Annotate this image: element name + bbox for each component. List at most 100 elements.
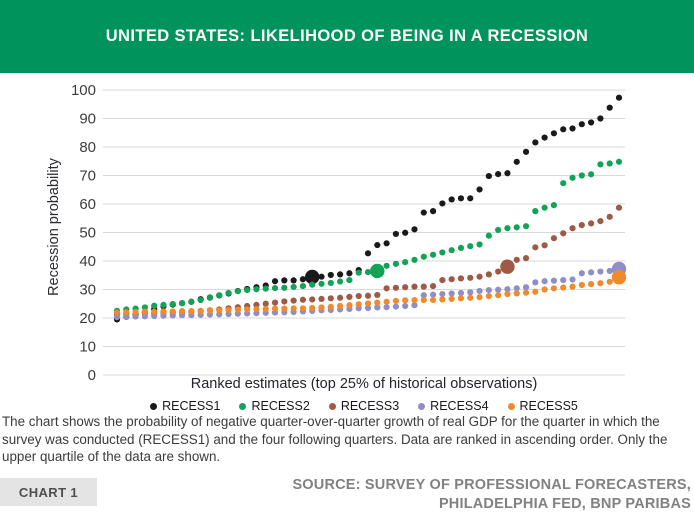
y-tick-label: 50 <box>79 225 96 242</box>
data-point-recess2 <box>532 208 539 215</box>
data-point-recess3 <box>467 274 474 281</box>
data-point-recess2 <box>383 262 390 269</box>
data-point-recess2 <box>392 260 399 267</box>
data-point-recess3 <box>569 225 576 232</box>
data-point-recess2 <box>495 226 502 234</box>
data-point-recess3 <box>271 299 279 306</box>
data-point-recess5 <box>253 306 260 313</box>
data-point-recess3 <box>411 283 418 290</box>
data-point-recess1 <box>485 172 492 180</box>
data-point-recess1 <box>281 277 288 284</box>
data-point-recess5 <box>281 305 288 312</box>
data-point-recess2 <box>299 282 307 290</box>
data-point-recess5 <box>271 305 279 312</box>
data-point-recess3 <box>337 294 344 301</box>
legend-marker-icon <box>328 402 336 410</box>
data-point-recess4 <box>457 289 465 297</box>
data-point-recess5 <box>504 290 511 298</box>
data-point-recess5 <box>290 305 297 312</box>
data-point-recess4 <box>606 267 613 275</box>
data-point-recess2 <box>439 249 446 256</box>
data-point-recess5 <box>318 304 325 311</box>
data-point-recess2 <box>346 276 353 284</box>
data-point-recess3 <box>262 300 269 307</box>
legend-item-recess3: RECESS3 <box>328 399 400 413</box>
data-point-recess4 <box>132 313 139 320</box>
data-point-recess3 <box>588 220 595 227</box>
data-point-recess5 <box>569 283 576 290</box>
data-point-recess1 <box>448 196 455 203</box>
data-point-recess4 <box>597 268 604 275</box>
data-point-recess4 <box>141 313 148 320</box>
legend-label: RECESS4 <box>430 399 489 413</box>
data-point-recess5 <box>541 286 548 293</box>
data-point-recess1 <box>476 186 483 193</box>
data-point-recess3 <box>383 285 390 292</box>
data-point-recess5 <box>420 296 427 304</box>
data-point-recess5 <box>448 295 455 303</box>
data-point-recess3 <box>578 221 585 229</box>
data-point-recess3 <box>448 276 455 283</box>
legend-marker-icon <box>507 402 515 410</box>
data-point-recess1 <box>522 148 530 155</box>
data-point-recess1 <box>606 104 613 111</box>
data-point-recess1 <box>439 200 446 207</box>
data-point-recess1 <box>513 158 520 165</box>
highlight-point-recess3 <box>500 259 515 274</box>
data-point-recess2 <box>197 296 204 304</box>
legend-label: RECESS2 <box>251 399 310 413</box>
data-point-recess4 <box>569 276 576 283</box>
y-tick-label: 60 <box>79 196 96 213</box>
data-point-recess3 <box>615 204 623 211</box>
data-point-recess1 <box>392 230 399 238</box>
data-point-recess5 <box>169 308 176 315</box>
data-point-recess4 <box>467 289 474 296</box>
data-point-recess4 <box>392 303 399 310</box>
data-point-recess3 <box>364 292 372 299</box>
data-point-recess4 <box>485 286 492 294</box>
data-point-recess4 <box>383 304 390 311</box>
data-point-recess5 <box>374 299 381 306</box>
data-point-recess3 <box>318 295 325 303</box>
data-point-recess1 <box>299 276 307 283</box>
data-point-recess5 <box>364 300 372 307</box>
data-point-recess1 <box>560 126 567 133</box>
data-point-recess5 <box>160 308 167 315</box>
data-point-recess2 <box>569 174 576 181</box>
data-point-recess2 <box>244 286 251 294</box>
data-point-recess1 <box>364 250 372 257</box>
data-point-recess2 <box>476 241 483 248</box>
data-point-recess1 <box>402 229 409 236</box>
data-point-recess2 <box>188 298 195 305</box>
data-point-recess5 <box>346 302 353 309</box>
data-point-recess5 <box>485 292 492 300</box>
data-point-recess5 <box>299 305 307 312</box>
data-point-recess5 <box>588 280 595 288</box>
data-point-recess1 <box>615 94 623 101</box>
data-point-recess2 <box>411 256 418 263</box>
data-point-recess1 <box>467 195 474 202</box>
data-point-recess3 <box>532 244 539 251</box>
data-point-recess3 <box>597 218 604 225</box>
data-point-recess2 <box>597 161 604 168</box>
y-tick-label: 40 <box>79 253 96 270</box>
chart-number-badge: CHART 1 <box>0 478 97 506</box>
data-point-recess5 <box>429 296 437 304</box>
data-point-recess3 <box>522 255 530 262</box>
data-point-recess3 <box>560 230 567 237</box>
data-point-recess2 <box>522 223 530 230</box>
data-point-recess4 <box>448 290 455 297</box>
data-point-recess5 <box>597 280 604 287</box>
legend-marker-icon <box>418 402 426 410</box>
data-point-recess2 <box>169 300 176 308</box>
legend-label: RECESS3 <box>340 399 400 413</box>
data-point-recess1 <box>597 115 604 122</box>
y-tick-label: 80 <box>79 139 96 156</box>
data-point-recess4 <box>113 314 121 321</box>
data-point-recess4 <box>513 285 520 292</box>
data-point-recess4 <box>160 312 167 319</box>
data-point-recess2 <box>402 259 409 266</box>
data-point-recess5 <box>457 295 465 302</box>
highlight-point-recess5 <box>611 270 627 285</box>
y-tick-label: 70 <box>79 168 96 185</box>
